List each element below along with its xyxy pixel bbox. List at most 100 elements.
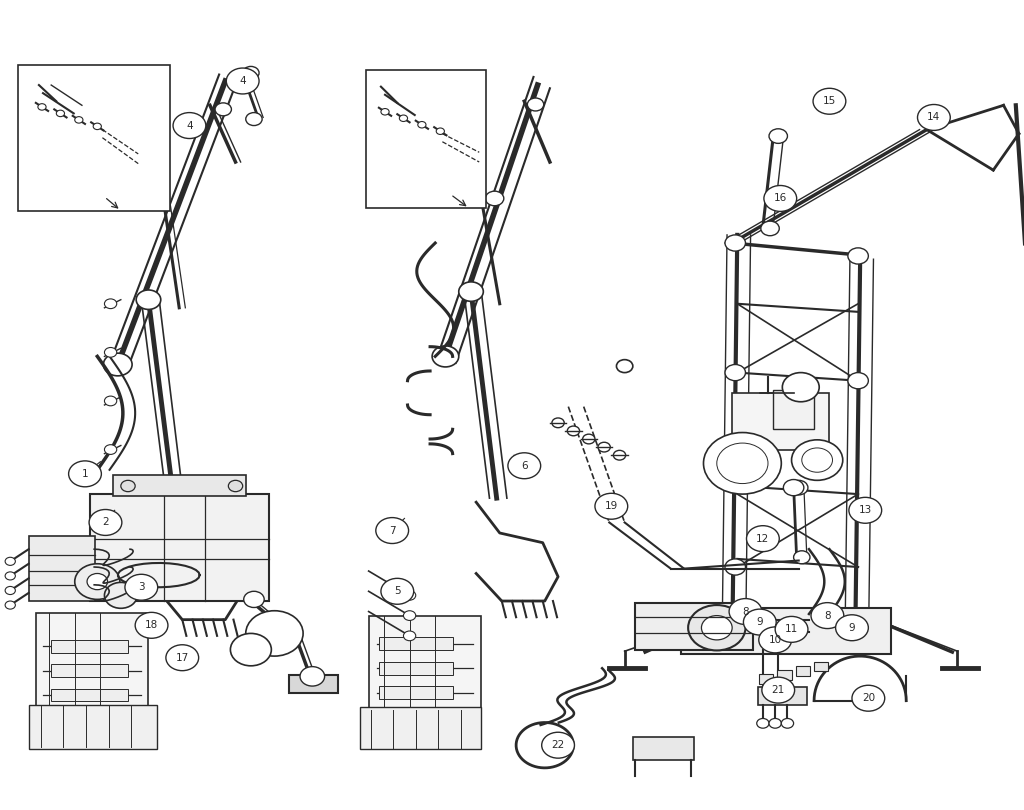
Circle shape (246, 611, 303, 656)
Circle shape (725, 364, 745, 381)
Circle shape (135, 612, 168, 638)
Circle shape (104, 299, 117, 309)
Text: 21: 21 (772, 685, 784, 695)
Circle shape (381, 578, 414, 604)
Circle shape (244, 591, 264, 608)
Text: 8: 8 (742, 607, 749, 616)
Circle shape (717, 443, 768, 484)
Circle shape (230, 633, 271, 666)
Circle shape (56, 110, 65, 117)
Circle shape (5, 572, 15, 580)
Text: 22: 22 (552, 740, 564, 750)
Circle shape (811, 603, 844, 629)
Circle shape (121, 480, 135, 492)
Circle shape (165, 509, 187, 527)
Circle shape (93, 123, 101, 130)
Circle shape (746, 526, 779, 552)
Circle shape (613, 450, 626, 460)
Text: 19: 19 (605, 501, 617, 511)
Bar (796, 666, 810, 676)
Circle shape (403, 611, 416, 620)
Circle shape (75, 117, 83, 123)
Text: 17: 17 (176, 653, 188, 663)
Circle shape (5, 586, 15, 595)
Circle shape (103, 353, 132, 376)
Bar (51, 664, 128, 677)
Text: 9: 9 (849, 623, 855, 633)
Circle shape (38, 104, 46, 110)
Circle shape (376, 518, 409, 544)
Bar (51, 688, 128, 701)
Circle shape (725, 559, 745, 575)
Circle shape (125, 574, 158, 600)
Text: 10: 10 (769, 635, 781, 645)
Circle shape (782, 373, 819, 402)
Circle shape (403, 631, 416, 641)
Bar (814, 662, 828, 671)
Circle shape (5, 601, 15, 609)
Circle shape (813, 88, 846, 114)
Text: 20: 20 (862, 693, 874, 703)
Bar (732, 393, 829, 450)
Text: 4: 4 (186, 121, 193, 130)
Bar (635, 603, 753, 650)
Bar (113, 475, 246, 496)
Circle shape (792, 440, 843, 480)
Text: 7: 7 (389, 526, 395, 535)
Circle shape (246, 113, 262, 126)
Circle shape (802, 448, 833, 472)
Bar (29, 705, 157, 749)
Circle shape (104, 445, 117, 454)
Circle shape (567, 426, 580, 436)
Text: 18: 18 (145, 620, 158, 630)
Text: 11: 11 (785, 625, 798, 634)
Circle shape (757, 718, 769, 728)
Circle shape (403, 590, 416, 600)
Circle shape (87, 573, 108, 590)
Circle shape (598, 442, 610, 452)
Bar (289, 675, 338, 693)
Circle shape (104, 347, 117, 357)
Text: 4: 4 (240, 76, 246, 86)
Circle shape (616, 360, 633, 373)
Text: 13: 13 (859, 505, 871, 515)
Bar (379, 637, 453, 650)
Circle shape (725, 235, 745, 251)
Bar (51, 640, 128, 653)
Circle shape (542, 732, 574, 758)
Circle shape (701, 616, 732, 640)
Bar (369, 616, 481, 729)
Bar (777, 670, 792, 680)
Text: 8: 8 (824, 611, 830, 620)
Circle shape (228, 480, 243, 492)
Bar (633, 737, 694, 760)
Bar (681, 608, 891, 654)
Text: 16: 16 (774, 194, 786, 203)
Circle shape (794, 551, 810, 564)
Circle shape (848, 248, 868, 264)
Circle shape (459, 282, 483, 301)
Circle shape (836, 615, 868, 641)
Circle shape (381, 109, 389, 115)
Circle shape (552, 418, 564, 428)
Circle shape (762, 677, 795, 703)
Circle shape (215, 103, 231, 116)
Circle shape (136, 190, 157, 207)
Circle shape (527, 98, 544, 111)
Text: 3: 3 (138, 582, 144, 592)
Circle shape (761, 221, 779, 236)
Circle shape (743, 609, 776, 635)
Circle shape (300, 667, 325, 686)
Bar (758, 687, 807, 705)
Circle shape (436, 128, 444, 134)
Circle shape (89, 509, 122, 535)
Text: 15: 15 (823, 96, 836, 106)
Text: 14: 14 (928, 113, 940, 122)
Circle shape (852, 685, 885, 711)
Circle shape (764, 185, 797, 211)
Circle shape (451, 190, 471, 207)
Circle shape (759, 627, 792, 653)
Circle shape (583, 434, 595, 444)
Circle shape (104, 396, 117, 406)
Circle shape (729, 599, 762, 625)
